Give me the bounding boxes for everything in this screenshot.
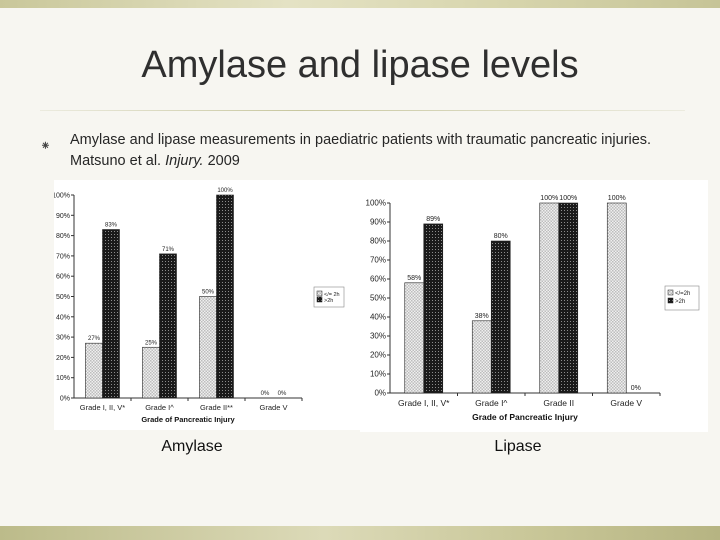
legend-label: >2h [324, 298, 333, 304]
x-tick-label: Grade II [543, 398, 574, 408]
amylase-caption: Amylase [161, 438, 223, 455]
bar-late [558, 202, 579, 394]
y-tick-label: 20% [56, 355, 70, 362]
bottom-decorative-band [0, 526, 720, 540]
bar-late [102, 229, 120, 399]
data-label: 100% [559, 195, 577, 202]
x-tick-label: Grade I, II, V* [80, 403, 126, 412]
y-tick-label: 60% [56, 274, 70, 281]
bullet-main-text: Amylase and lipase measurements in paedi… [70, 132, 652, 169]
y-tick-label: 100% [54, 193, 70, 200]
bar-early [404, 282, 425, 394]
y-tick-label: 50% [56, 294, 70, 301]
legend-swatch [667, 297, 674, 304]
top-decorative-band [0, 0, 720, 8]
x-axis-title: Grade of Pancreatic Injury [141, 415, 235, 424]
y-tick-label: 40% [56, 314, 70, 321]
data-label: 100% [217, 188, 233, 194]
bar-early [85, 342, 103, 399]
legend-label: </= 2h [324, 292, 340, 298]
bar-early [199, 296, 217, 399]
x-tick-label: Grade I^ [475, 398, 507, 408]
x-axis-title: Grade of Pancreatic Injury [472, 412, 578, 422]
y-tick-label: 90% [370, 218, 386, 227]
legend-swatch [316, 290, 323, 297]
legend-label: </=2h [675, 291, 690, 297]
x-tick-label: Grade V [260, 403, 288, 412]
y-tick-label: 20% [370, 351, 386, 360]
x-tick-label: Grade I, II, V* [398, 398, 450, 408]
y-tick-label: 90% [56, 213, 70, 220]
y-tick-label: 70% [56, 253, 70, 260]
y-tick-label: 80% [56, 233, 70, 240]
bullet-journal: Injury. [165, 153, 204, 169]
bar-early [142, 346, 160, 399]
x-tick-label: Grade II** [200, 403, 233, 412]
y-tick-label: 30% [56, 335, 70, 342]
bar-early [606, 202, 627, 394]
bar-late [159, 253, 177, 399]
lipase-chart-panel: 0% 10% 20% 30% 40% 50% 60% 70% 80% 90% 100% Grade I… [360, 180, 708, 432]
slide-title: Amylase and lipase levels [141, 44, 579, 86]
y-tick-label: 50% [370, 294, 386, 303]
data-label: 0% [631, 385, 641, 392]
data-label: 27% [88, 336, 101, 342]
lipase-caption: Lipase [494, 438, 542, 455]
legend-swatch [667, 289, 674, 296]
lipase-chart: 0% 10% 20% 30% 40% 50% 60% 70% 80% 90% 100% Grade I… [366, 195, 700, 422]
y-tick-label: 70% [370, 256, 386, 265]
y-tick-label: 0% [374, 389, 386, 398]
data-label: 0% [261, 391, 270, 397]
data-label: 100% [540, 195, 558, 202]
data-label: 50% [202, 290, 215, 296]
bullet-text: Amylase and lipase measurements in paedi… [70, 130, 670, 172]
data-label: 80% [494, 233, 508, 240]
bar-late [216, 194, 234, 399]
y-tick-label: 0% [60, 396, 70, 403]
y-tick-label: 30% [370, 332, 386, 341]
legend-label: >2h [675, 299, 685, 305]
y-tick-label: 80% [370, 237, 386, 246]
data-label: 100% [608, 195, 626, 202]
legend-swatch [316, 296, 323, 303]
y-tick-label: 10% [56, 375, 70, 382]
title-divider [40, 110, 685, 111]
y-tick-label: 60% [370, 275, 386, 284]
bar-early [539, 202, 560, 394]
y-tick-label: 100% [366, 199, 386, 208]
x-tick-label: Grade V [610, 398, 642, 408]
data-label: 89% [426, 216, 440, 223]
bar-late [423, 223, 444, 394]
y-tick-label: 10% [370, 370, 386, 379]
amylase-chart: 0% 10% 20% 30% 40% 50% 60% 70% 80% 90% 100% Grade I… [54, 188, 345, 424]
y-tick-label: 40% [370, 313, 386, 322]
data-label: 83% [105, 223, 118, 229]
data-label: 71% [162, 247, 175, 253]
x-tick-label: Grade I^ [145, 403, 174, 412]
bullet-icon: ⁕ [40, 138, 51, 153]
bullet-year: 2009 [207, 153, 240, 169]
bar-early [471, 320, 492, 394]
data-label: 25% [145, 340, 158, 346]
data-label: 38% [475, 313, 489, 320]
bar-late [490, 240, 511, 394]
data-label: 0% [278, 391, 287, 397]
data-label: 58% [407, 275, 421, 282]
amylase-chart-panel: 0% 10% 20% 30% 40% 50% 60% 70% 80% 90% 100% Grade I… [54, 180, 360, 430]
